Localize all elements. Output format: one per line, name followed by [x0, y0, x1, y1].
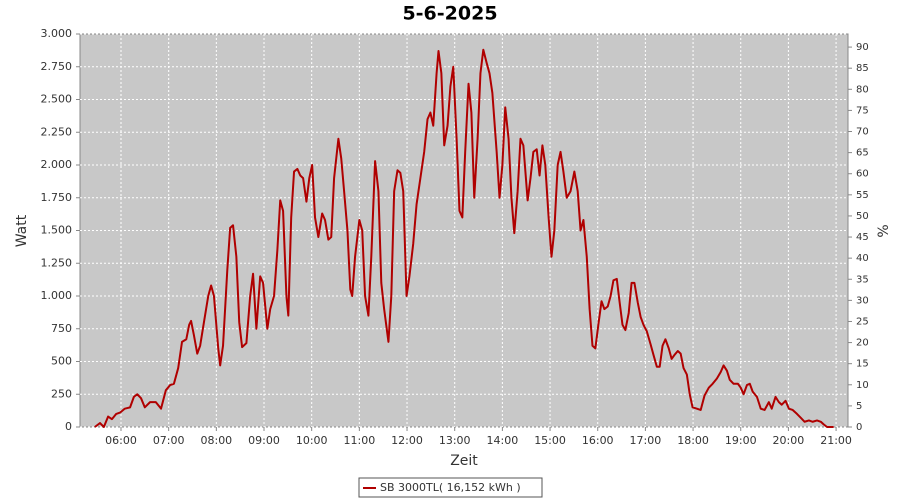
y-tick-label: 2.000: [41, 158, 73, 171]
y-tick-label: 1.000: [41, 289, 73, 302]
y-tick-label: 1.500: [41, 224, 73, 237]
x-tick-label: 11:00: [344, 434, 376, 447]
y-tick-label: 750: [51, 322, 72, 335]
y-tick-label: 250: [51, 387, 72, 400]
x-tick-label: 08:00: [200, 434, 232, 447]
y2-tick-label: 90: [856, 42, 869, 53]
y2-tick-label: 85: [856, 63, 869, 74]
y-tick-label: 0: [65, 420, 72, 433]
y2-tick-label: 0: [856, 422, 862, 433]
y2-tick-label: 10: [856, 380, 869, 391]
y2-tick-label: 45: [856, 232, 869, 243]
x-tick-label: 20:00: [773, 434, 805, 447]
x-tick-label: 15:00: [534, 434, 566, 447]
y2-axis-label: %: [876, 224, 892, 237]
y2-tick-label: 65: [856, 148, 869, 159]
y2-tick-label: 50: [856, 211, 869, 222]
x-tick-label: 16:00: [582, 434, 614, 447]
x-tick-label: 07:00: [153, 434, 185, 447]
x-tick-label: 06:00: [105, 434, 137, 447]
y2-tick-label: 75: [856, 105, 869, 116]
y2-tick-label: 40: [856, 253, 869, 264]
y2-tick-label: 5: [856, 401, 862, 412]
y2-tick-label: 15: [856, 359, 869, 370]
x-tick-label: 10:00: [296, 434, 328, 447]
x-tick-label: 17:00: [630, 434, 662, 447]
legend-label: SB 3000TL( 16,152 kWh ): [380, 481, 521, 494]
y2-tick-label: 60: [856, 169, 869, 180]
legend-box: [358, 477, 543, 498]
legend: SB 3000TL( 16,152 kWh ): [358, 477, 543, 498]
y2-tick-label: 30: [856, 295, 869, 306]
y-axis-label: Watt: [14, 214, 30, 247]
chart-title: 5-6-2025: [402, 3, 497, 25]
y-tick-label: 500: [51, 355, 72, 368]
y-tick-label: 1.250: [41, 256, 73, 269]
y2-tick-label: 35: [856, 274, 869, 285]
x-tick-label: 21:00: [820, 434, 852, 447]
y-tick-label: 3.000: [41, 27, 73, 40]
x-tick-label: 12:00: [391, 434, 423, 447]
x-tick-label: 13:00: [439, 434, 471, 447]
y-tick-label: 2.750: [41, 60, 73, 73]
y-tick-label: 2.500: [41, 93, 73, 106]
y2-tick-label: 55: [856, 190, 869, 201]
x-tick-label: 14:00: [487, 434, 519, 447]
data-line: [94, 48, 834, 428]
y2-tick-label: 80: [856, 84, 869, 95]
x-tick-label: 09:00: [248, 434, 280, 447]
y2-tick-label: 20: [856, 338, 869, 349]
y2-tick-label: 70: [856, 127, 869, 138]
x-tick-label: 19:00: [725, 434, 757, 447]
y-tick-label: 2.250: [41, 125, 73, 138]
y-tick-label: 1.750: [41, 191, 73, 204]
x-tick-label: 18:00: [677, 434, 709, 447]
y2-tick-label: 25: [856, 316, 869, 327]
x-axis-label: Zeit: [450, 453, 478, 469]
